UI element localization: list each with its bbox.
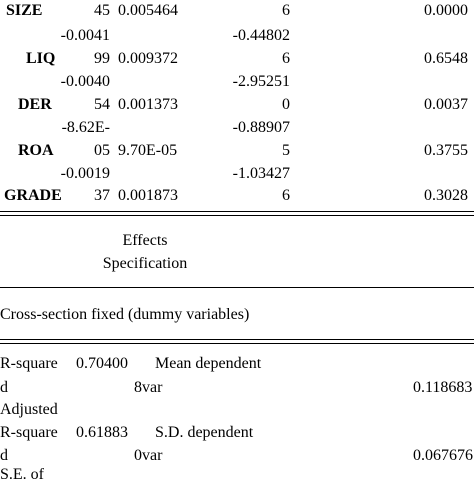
- se-of-label-partial: S.E. of: [0, 466, 44, 483]
- der-t-stat: 0: [282, 96, 290, 113]
- adj-r-square-value-part1: 0.61883: [76, 424, 128, 441]
- mean-dependent-label-var: var: [142, 379, 163, 396]
- roa-t-stat: 5: [282, 142, 290, 159]
- adjusted-label: Adjusted: [0, 401, 58, 418]
- stats-rule-top: [0, 339, 474, 340]
- r-square-label: R-square: [0, 355, 58, 372]
- roa-t-stat-upper: -0.88907: [232, 119, 290, 136]
- table-rule-top: [0, 211, 474, 212]
- roa-std-error: 9.70E-05: [118, 142, 178, 159]
- r-square-label-d: d: [0, 379, 8, 396]
- liq-t-stat-upper: -0.44802: [232, 27, 290, 44]
- cross-section-note: Cross-section fixed (dummy variables): [0, 306, 250, 323]
- size-coef-lower: 45: [94, 2, 110, 19]
- effects-rule: [0, 287, 474, 288]
- variable-der: DER: [18, 96, 52, 113]
- effects-heading-line1: Effects: [122, 232, 168, 249]
- roa-coef-lower: 05: [94, 142, 110, 159]
- r-square-value-part1: 0.70400: [76, 355, 128, 372]
- der-prob: 0.0037: [424, 96, 468, 113]
- roa-prob: 0.3755: [424, 142, 468, 159]
- der-t-stat-upper: -2.95251: [232, 73, 290, 90]
- variable-roa: ROA: [18, 142, 54, 159]
- variable-grade: GRADE: [4, 187, 62, 204]
- adj-r-square-label: R-square: [0, 424, 58, 441]
- grade-t-stat-upper: -1.03427: [232, 165, 290, 182]
- liq-prob: 0.6548: [424, 50, 468, 67]
- grade-prob: 0.3028: [424, 187, 468, 204]
- variable-size: SIZE: [6, 2, 43, 19]
- liq-coef-lower: 99: [94, 50, 110, 67]
- mean-dependent-label: Mean dependent: [155, 355, 262, 372]
- sd-dependent-value: 0.067676: [413, 447, 473, 464]
- der-coef-upper: -0.0040: [60, 73, 110, 90]
- size-prob: 0.0000: [424, 2, 468, 19]
- adj-r-square-label-d: d: [0, 447, 8, 464]
- table-rule-bottom: [0, 215, 474, 216]
- size-std-error: 0.005464: [118, 2, 178, 19]
- grade-coef-upper: -0.0019: [60, 165, 110, 182]
- grade-t-stat: 6: [282, 187, 290, 204]
- grade-std-error: 0.001873: [118, 187, 178, 204]
- variable-liq: LIQ: [26, 50, 56, 67]
- sd-dependent-label: S.D. dependent: [155, 424, 254, 441]
- stats-rule-bottom: [0, 343, 474, 344]
- liq-t-stat: 6: [282, 50, 290, 67]
- effects-heading-line2: Specification: [102, 255, 188, 272]
- size-t-stat: 6: [282, 2, 290, 19]
- r-square-value-part2: 8: [134, 379, 142, 396]
- grade-coef-lower: 37: [94, 187, 110, 204]
- der-std-error: 0.001373: [118, 96, 178, 113]
- liq-std-error: 0.009372: [118, 50, 178, 67]
- roa-coef-upper: -8.62E-: [61, 119, 110, 136]
- adj-r-square-value-part2: 0: [134, 447, 142, 464]
- mean-dependent-value: 0.118683: [413, 379, 473, 396]
- sd-dependent-label-var: var: [142, 447, 163, 464]
- liq-coef-upper: -0.0041: [60, 27, 110, 44]
- der-coef-lower: 54: [94, 96, 110, 113]
